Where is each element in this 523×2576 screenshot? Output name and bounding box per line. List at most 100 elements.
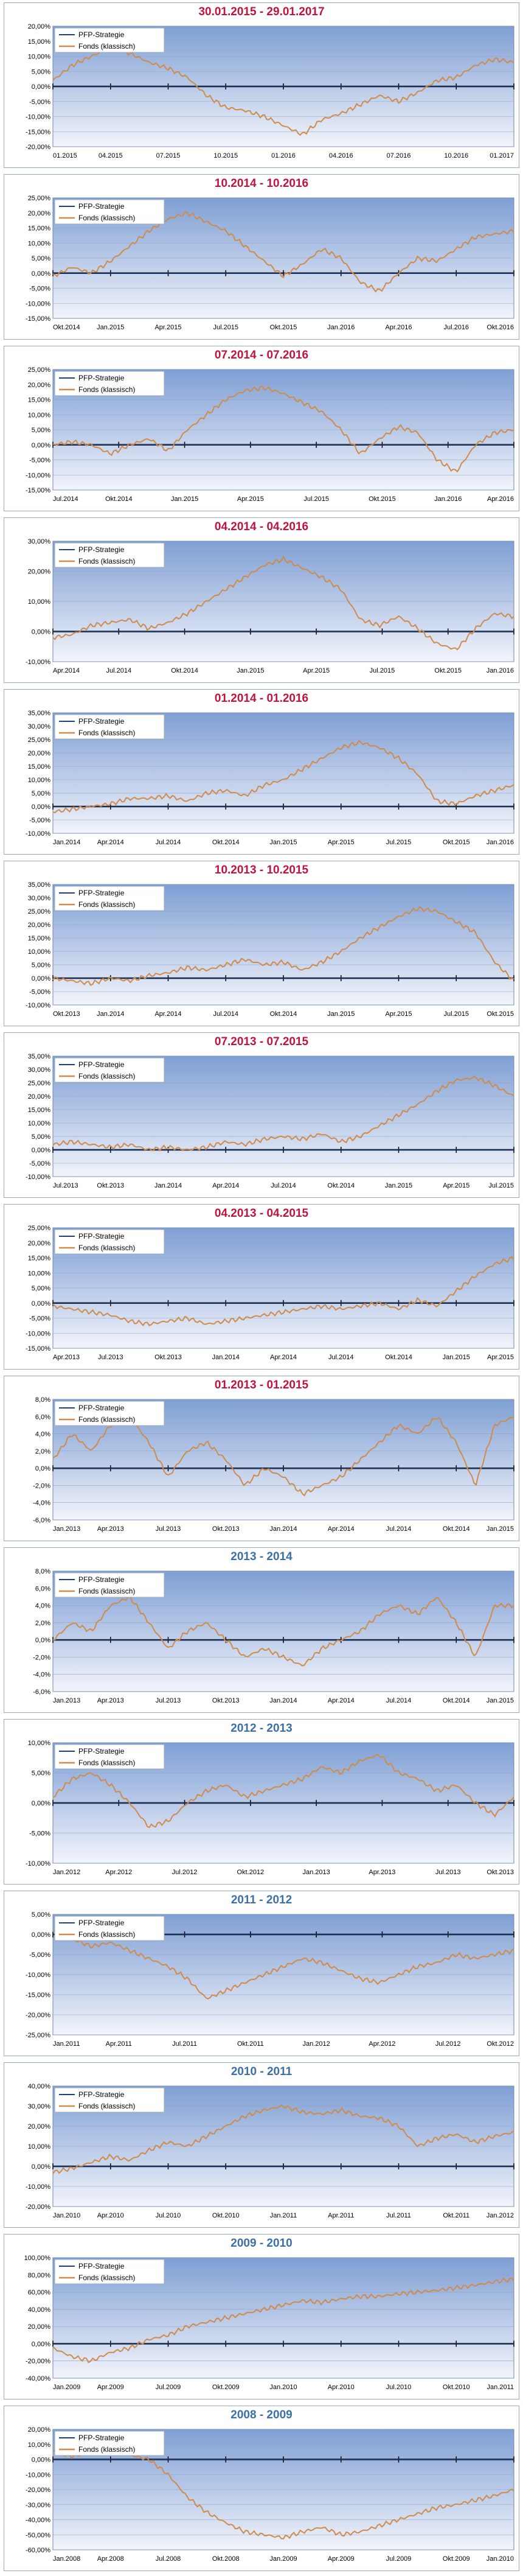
legend-box bbox=[54, 542, 165, 568]
legend-label-strategy: PFP-Strategie bbox=[78, 374, 125, 382]
y-tick-label: 10,00% bbox=[28, 948, 51, 956]
chart-title: 07.2013 - 07.2015 bbox=[214, 1035, 309, 1048]
x-tick-label: Apr.2013 bbox=[97, 1697, 124, 1704]
chart-panel: 07.2014 - 07.2016 -15,00% -10,00% -5,00% 0,0… bbox=[4, 346, 519, 511]
x-tick-label: Okt.2013 bbox=[97, 1182, 124, 1189]
y-tick-label: 0,0% bbox=[35, 1637, 50, 1644]
legend-label-fund: Fonds (klassisch) bbox=[78, 2445, 135, 2454]
legend-box bbox=[54, 1572, 165, 1598]
chart-svg: -6,0% -4,0% -2,0% 0,0% 2,0% 4,0% 6,0% 8,0% Jan.2… bbox=[33, 1568, 514, 1704]
x-tick-label: Jan.2013 bbox=[53, 1525, 80, 1533]
x-tick-label: Apr.2014 bbox=[212, 1182, 239, 1189]
chart-panel: 07.2013 - 07.2015 -10,00% -5,00% 0,00% 5,00%… bbox=[4, 1032, 519, 1198]
chart-svg: -6,0% -4,0% -2,0% 0,0% 2,0% 4,0% 6,0% 8,0% Jan.2… bbox=[33, 1396, 514, 1533]
series-line-fund bbox=[52, 2277, 514, 2364]
y-tick-label: 10,00% bbox=[28, 2441, 51, 2449]
y-tick-label: 0,00% bbox=[32, 442, 50, 449]
x-tick-label: Jan.2014 bbox=[269, 1697, 297, 1704]
y-tick-label: -4,0% bbox=[33, 1671, 50, 1679]
chart-svg: -20,00% -15,00% -10,00% -5,00% 0,00% 5,00% 10,… bbox=[26, 23, 514, 159]
x-tick-label: Jul.2016 bbox=[443, 324, 469, 331]
x-tick-label: 04.2016 bbox=[329, 152, 353, 159]
y-tick-label: 15,00% bbox=[28, 935, 51, 942]
y-tick-label: 5,00% bbox=[32, 255, 50, 262]
x-tick-label: Okt.2013 bbox=[212, 1525, 240, 1533]
y-tick-label: -10,00% bbox=[26, 114, 50, 121]
x-tick-label: Okt.2010 bbox=[443, 2384, 470, 2391]
y-tick-label: 2,0% bbox=[35, 1620, 50, 1627]
legend: PFP-Strategie Fonds (klassisch) bbox=[54, 2087, 165, 2113]
legend-label-strategy: PFP-Strategie bbox=[78, 1575, 125, 1584]
y-tick-label: 5,00% bbox=[32, 1133, 50, 1141]
legend-label-strategy: PFP-Strategie bbox=[78, 30, 125, 39]
chart-title: 04.2014 - 04.2016 bbox=[214, 520, 309, 533]
x-tick-label: Apr.2014 bbox=[328, 1525, 355, 1533]
x-tick-label: Jul.2010 bbox=[156, 2212, 181, 2219]
x-tick-label: Jan.2015 bbox=[237, 667, 264, 674]
legend-box bbox=[54, 1229, 165, 1255]
legend: PFP-Strategie Fonds (klassisch) bbox=[54, 2431, 165, 2456]
chart-svg: -10,00% -5,00% 0,00% 5,00% 10,00% 15,00% 20,00… bbox=[26, 1053, 514, 1189]
legend-box bbox=[54, 199, 165, 225]
y-tick-label: 8,0% bbox=[35, 1568, 50, 1575]
chart-title: 01.2014 - 01.2016 bbox=[214, 692, 309, 705]
chart-svg: -15,00% -10,00% -5,00% 0,00% 5,00% 10,00% 15,0… bbox=[26, 195, 514, 331]
x-tick-label: Okt.2013 bbox=[154, 1354, 182, 1361]
x-tick-label: Okt.2014 bbox=[105, 495, 133, 503]
y-tick-label: 25,00% bbox=[28, 1225, 51, 1232]
chart-panel: 2010 - 2011 -20,00% -10,00% 0,00% 10,00% 20,0… bbox=[4, 2062, 519, 2228]
legend-box bbox=[54, 1744, 165, 1769]
y-tick-label: -10,00% bbox=[26, 2471, 50, 2479]
y-tick-label: 30,00% bbox=[28, 538, 51, 545]
y-tick-label: 5,00% bbox=[32, 790, 50, 797]
chart-svg: -25,00% -20,00% -15,00% -10,00% -5,00% 0,00% 5… bbox=[26, 1911, 514, 2048]
y-tick-label: 20,00% bbox=[28, 2426, 51, 2434]
x-tick-label: 01.2015 bbox=[53, 152, 77, 159]
x-tick-label: Jan.2014 bbox=[269, 1525, 297, 1533]
legend-box bbox=[54, 1401, 165, 1426]
y-tick-label: 15,00% bbox=[28, 397, 51, 404]
y-tick-label: -20,00% bbox=[26, 2203, 50, 2211]
x-tick-label: Apr.2015 bbox=[443, 1182, 469, 1189]
x-tick-label: Okt.2013 bbox=[53, 1010, 80, 1018]
chart-svg: -15,00% -10,00% -5,00% 0,00% 5,00% 10,00% 15,0… bbox=[26, 366, 514, 503]
chart-panel: 2013 - 2014 -6,0% -4,0% -2,0% 0,0% 2,0% 4,0% 6,… bbox=[4, 1547, 519, 1713]
y-tick-label: -6,0% bbox=[33, 1689, 50, 1696]
x-tick-label: Okt.2015 bbox=[487, 1010, 514, 1018]
x-tick-label: Jul.2011 bbox=[386, 2212, 411, 2219]
y-tick-label: 0,00% bbox=[32, 83, 50, 91]
x-tick-label: Okt.2014 bbox=[385, 1354, 412, 1361]
x-tick-label: 10.2015 bbox=[213, 152, 238, 159]
y-tick-label: -2,0% bbox=[33, 1654, 50, 1661]
chart-panel: 04.2014 - 04.2016 -10,00% 0,00% 10,00% 20,00… bbox=[4, 517, 519, 683]
legend-box bbox=[54, 2431, 165, 2456]
y-tick-label: -5,00% bbox=[29, 817, 50, 824]
x-tick-label: Jan.2014 bbox=[212, 1354, 240, 1361]
y-tick-label: 5,00% bbox=[32, 1911, 50, 1919]
y-tick-label: 2,0% bbox=[35, 1448, 50, 1455]
x-tick-label: Jan.2012 bbox=[487, 2212, 514, 2219]
x-tick-label: Apr.2014 bbox=[270, 1354, 297, 1361]
y-tick-label: -5,00% bbox=[29, 1315, 50, 1323]
x-tick-label: Jan.2015 bbox=[269, 839, 297, 846]
y-tick-label: 10,00% bbox=[28, 1270, 51, 1277]
series-line-fund bbox=[52, 385, 514, 473]
legend-box bbox=[54, 2259, 165, 2284]
x-tick-label: Jul.2015 bbox=[213, 324, 238, 331]
y-tick-label: 15,00% bbox=[28, 38, 51, 46]
x-tick-label: Apr.2011 bbox=[106, 2040, 132, 2048]
legend: PFP-Strategie Fonds (klassisch) bbox=[54, 371, 165, 396]
y-tick-label: 10,00% bbox=[28, 411, 51, 419]
x-tick-label: Jul.2013 bbox=[53, 1182, 78, 1189]
y-tick-label: -4,0% bbox=[33, 1500, 50, 1507]
legend-label-fund: Fonds (klassisch) bbox=[78, 1930, 135, 1939]
x-tick-label: Jan.2010 bbox=[487, 2555, 514, 2563]
legend-label-fund: Fonds (klassisch) bbox=[78, 2273, 135, 2282]
legend: PFP-Strategie Fonds (klassisch) bbox=[54, 199, 165, 225]
y-tick-label: 0,00% bbox=[32, 975, 50, 982]
y-tick-label: -5,00% bbox=[29, 1830, 50, 1838]
series-line-fund bbox=[52, 906, 514, 986]
x-tick-label: Jan.2010 bbox=[269, 2384, 297, 2391]
x-tick-label: Apr.2016 bbox=[487, 495, 514, 503]
y-tick-label: 4,0% bbox=[35, 1603, 50, 1610]
